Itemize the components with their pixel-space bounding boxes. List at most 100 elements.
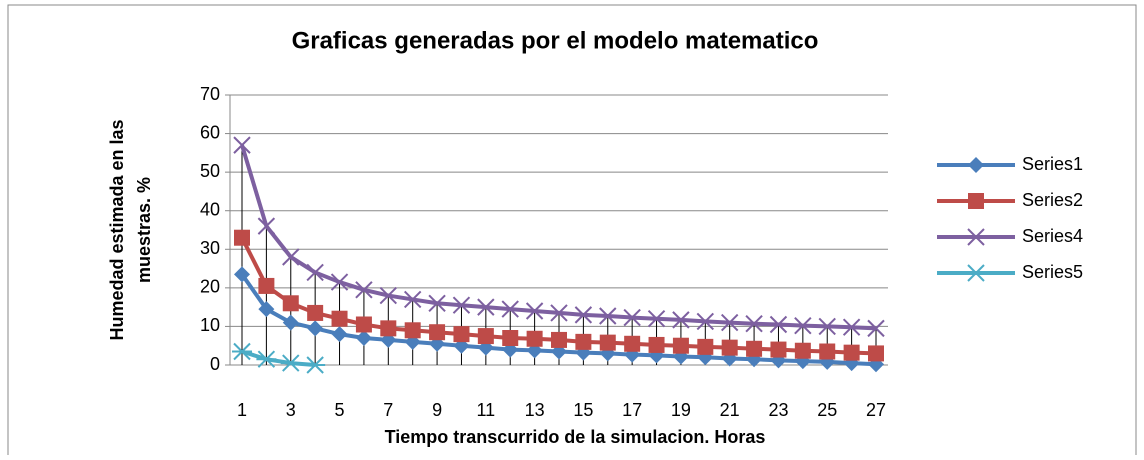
legend-label: Series1 bbox=[1022, 154, 1083, 174]
marker bbox=[599, 334, 616, 351]
x-tick-label: 27 bbox=[866, 400, 886, 420]
x-tick-label: 3 bbox=[286, 400, 296, 420]
marker bbox=[257, 217, 276, 235]
marker bbox=[697, 338, 714, 355]
y-axis-title: Humedad estimada en las bbox=[107, 119, 127, 340]
marker bbox=[526, 330, 543, 347]
marker bbox=[452, 296, 471, 314]
marker bbox=[574, 306, 593, 324]
x-tick-label: 11 bbox=[477, 400, 496, 420]
x-tick-label: 5 bbox=[335, 400, 345, 420]
chart-title: Graficas generadas por el modelo matemat… bbox=[292, 27, 819, 54]
marker bbox=[624, 335, 641, 352]
marker bbox=[502, 330, 519, 346]
marker bbox=[819, 343, 836, 360]
marker bbox=[745, 315, 763, 333]
marker bbox=[258, 301, 275, 318]
x-tick-label: 21 bbox=[720, 400, 740, 420]
marker bbox=[551, 331, 567, 348]
marker bbox=[307, 304, 324, 321]
marker bbox=[525, 302, 544, 320]
marker bbox=[867, 319, 885, 338]
x-tick-label: 19 bbox=[671, 400, 691, 420]
marker bbox=[843, 344, 860, 361]
marker bbox=[966, 264, 986, 282]
marker bbox=[721, 339, 738, 356]
y-tick-label: 30 bbox=[200, 238, 220, 258]
marker bbox=[429, 324, 446, 341]
marker bbox=[379, 286, 398, 305]
marker bbox=[355, 316, 372, 333]
marker bbox=[380, 320, 397, 337]
marker bbox=[403, 290, 422, 309]
x-tick-label: 1 bbox=[237, 400, 247, 420]
marker bbox=[696, 312, 715, 331]
marker bbox=[818, 317, 836, 336]
legend-label: Series4 bbox=[1022, 226, 1083, 246]
marker bbox=[967, 228, 985, 246]
marker bbox=[306, 263, 324, 282]
marker bbox=[404, 322, 421, 339]
marker bbox=[280, 354, 301, 372]
marker bbox=[770, 341, 787, 358]
y-tick-label: 60 bbox=[200, 122, 220, 142]
series-line bbox=[241, 349, 316, 367]
x-tick-label: 17 bbox=[622, 400, 642, 420]
marker bbox=[258, 277, 275, 294]
marker bbox=[234, 266, 250, 283]
y-tick-label: 50 bbox=[200, 161, 220, 181]
y-axis-title: muestras. % bbox=[134, 177, 154, 283]
marker bbox=[575, 333, 592, 350]
marker bbox=[550, 304, 568, 322]
x-tick-label: 9 bbox=[432, 400, 442, 420]
marker bbox=[355, 330, 372, 346]
marker bbox=[232, 342, 252, 361]
marker bbox=[769, 315, 788, 334]
marker bbox=[282, 248, 300, 266]
marker bbox=[794, 316, 812, 335]
legend-label: Series5 bbox=[1022, 262, 1083, 282]
marker bbox=[599, 307, 617, 325]
marker bbox=[794, 342, 811, 359]
marker bbox=[647, 310, 666, 328]
x-tick-label: 7 bbox=[383, 400, 393, 420]
x-axis-title: Tiempo transcurrido de la simulacion. Ho… bbox=[385, 427, 766, 447]
marker bbox=[453, 326, 470, 343]
marker bbox=[968, 157, 984, 173]
marker bbox=[868, 345, 884, 362]
marker bbox=[672, 311, 690, 329]
marker bbox=[233, 136, 251, 154]
marker bbox=[720, 313, 739, 332]
marker bbox=[477, 328, 494, 345]
marker bbox=[282, 314, 299, 331]
y-tick-label: 20 bbox=[200, 277, 220, 297]
marker bbox=[282, 295, 299, 312]
marker bbox=[305, 356, 326, 374]
y-tick-label: 40 bbox=[200, 199, 220, 219]
marker bbox=[256, 350, 277, 368]
x-tick-label: 25 bbox=[817, 400, 837, 420]
x-tick-label: 15 bbox=[573, 400, 593, 420]
y-tick-label: 0 bbox=[210, 354, 220, 374]
marker bbox=[968, 193, 984, 209]
marker bbox=[307, 320, 324, 337]
y-tick-label: 10 bbox=[200, 315, 220, 335]
y-tick-label: 70 bbox=[200, 84, 220, 104]
marker bbox=[234, 229, 250, 246]
marker bbox=[331, 310, 348, 327]
legend-label: Series2 bbox=[1022, 190, 1083, 210]
chart-frame bbox=[7, 4, 1137, 460]
marker bbox=[355, 281, 373, 299]
marker bbox=[501, 300, 519, 318]
marker bbox=[331, 326, 348, 343]
marker bbox=[623, 308, 641, 327]
marker bbox=[842, 318, 861, 336]
marker bbox=[477, 298, 495, 316]
marker bbox=[428, 294, 446, 312]
marker bbox=[672, 337, 689, 354]
marker bbox=[648, 336, 665, 353]
marker bbox=[330, 273, 349, 291]
x-tick-label: 23 bbox=[768, 400, 788, 420]
marker bbox=[746, 340, 763, 357]
